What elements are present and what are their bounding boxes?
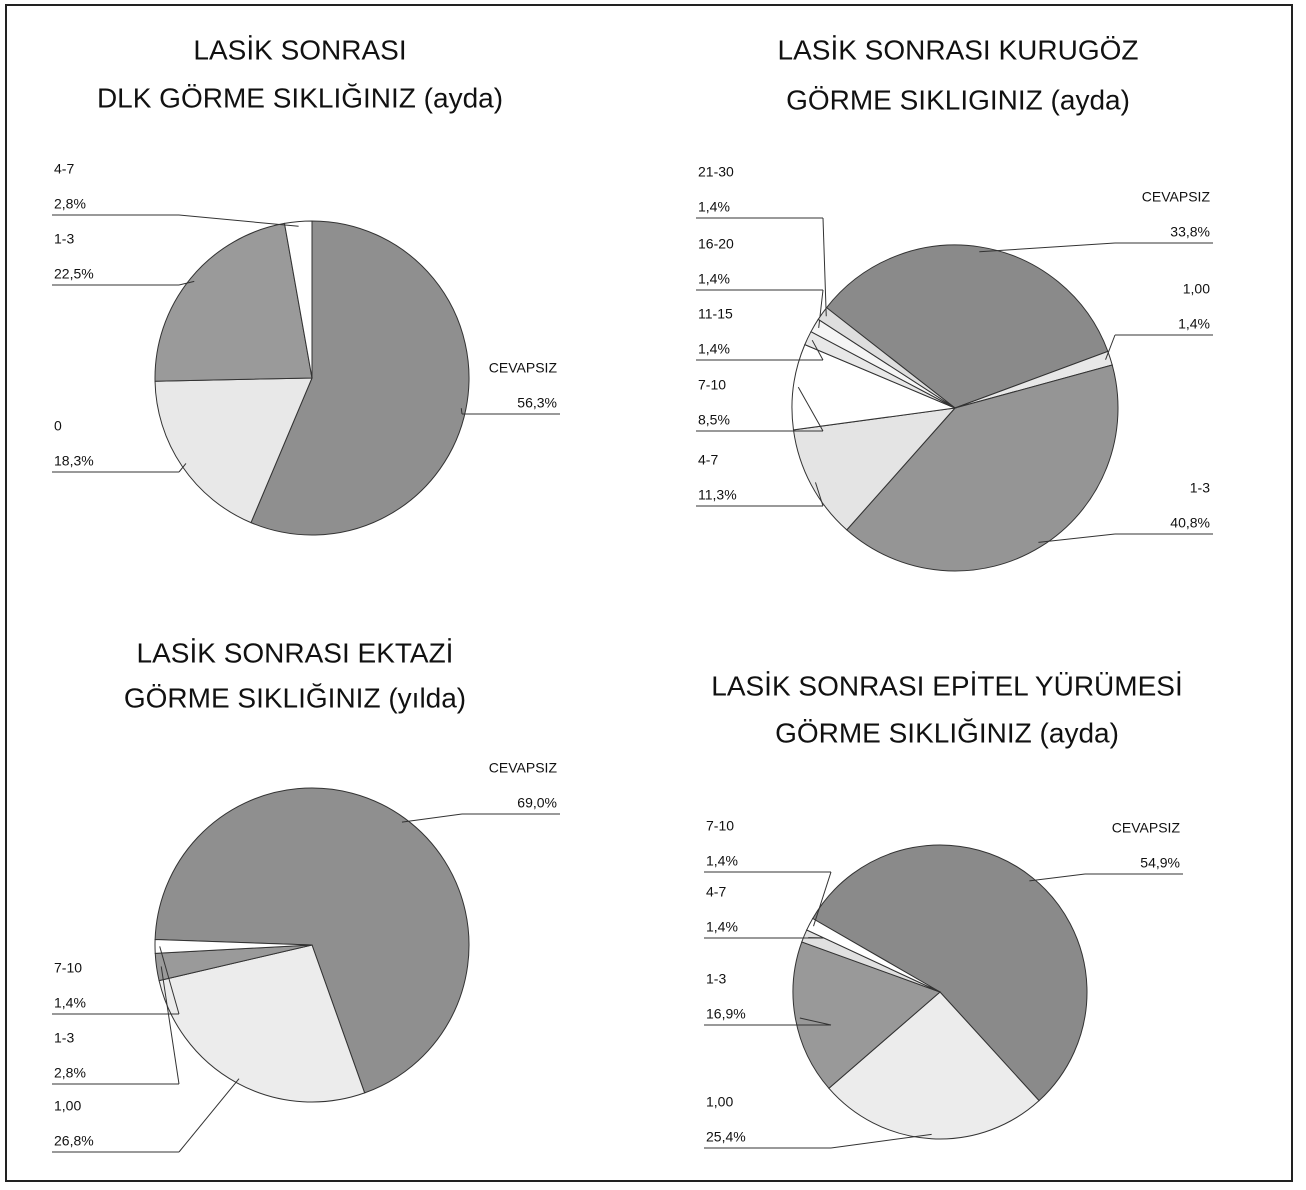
pie-slice [846,364,1119,572]
pie-slice [825,244,1109,409]
leader-line [160,966,180,1085]
pie-slice [828,991,1040,1140]
slice-category: 11-15 [698,306,733,322]
slice-category: 7-10 [54,960,82,976]
slice-value-label: 1,4% [698,271,730,287]
slice-value-label: 1,4% [706,853,738,869]
leader-line [799,1017,832,1026]
leader-line [1029,873,1086,882]
leader-line [979,242,1116,253]
pie-slice [791,343,957,431]
slice-category: 4-7 [54,161,74,177]
slice-category: 1-3 [54,1030,74,1046]
slice-category: CEVAPSIZ [1112,820,1181,836]
slice-category: 7-10 [706,818,734,834]
slice-value-label: 2,8% [54,196,86,212]
slice-category: 1-3 [1190,480,1210,496]
slice-value-label: 26,8% [54,1133,94,1149]
leader-line [159,946,180,1015]
slice-category: 1,00 [706,1094,733,1110]
leader-line [818,289,824,328]
slice-value-label: 11,3% [698,487,737,503]
leader-line [401,813,463,823]
slice-category: 16-20 [698,236,734,252]
slice-value-label: 33,8% [1170,224,1210,240]
slice-category: 1,00 [54,1098,81,1114]
pie-slice [283,220,313,379]
slice-value-label: 40,8% [1170,515,1210,531]
slice-category: 21-30 [698,164,734,180]
slice-category: 4-7 [698,452,718,468]
slice-category: CEVAPSIZ [1142,189,1211,205]
leader-line [460,408,463,415]
pie-slice [792,941,941,1089]
slice-value-label: 1,4% [698,199,730,215]
slice-value-label: 2,8% [54,1065,86,1081]
pie-slice [154,222,313,382]
slice-value-label: 16,9% [706,1006,746,1022]
slice-value-label: 8,5% [698,412,730,428]
chart-title: GÖRME SIKLIGINIZ (ayda) [786,84,1130,115]
leader-line [178,463,187,473]
slice-value-label: 1,4% [698,341,730,357]
leader-line [1038,533,1116,543]
leader-line [830,1133,932,1149]
leader-line [178,280,195,286]
slice-category: 1-3 [54,231,74,247]
slice-value-label: 25,4% [706,1129,746,1145]
pie-slice [806,917,941,993]
chart-title: GÖRME SIKLIĞINIZ (yılda) [124,682,466,713]
slice-category: CEVAPSIZ [489,760,558,776]
pie-slice [817,306,956,409]
slice-value-label: 69,0% [517,795,557,811]
frame [5,4,1293,1182]
slice-category: 4-7 [706,884,726,900]
slice-value-label: 22,5% [54,266,94,282]
slice-value-label: 18,3% [54,453,94,469]
chart-title: LASİK SONRASI [193,34,406,65]
pie-slice [154,377,313,524]
chart-title: LASİK SONRASI KURUGÖZ [778,34,1139,65]
leader-line [813,871,832,927]
leader-line [178,1078,240,1153]
chart-title: LASİK SONRASI EPİTEL YÜRÜMESİ [711,670,1182,701]
pie-slice [158,944,366,1103]
slice-value-label: 1,4% [1178,316,1210,332]
slice-value-label: 1,4% [706,919,738,935]
pie-slice [250,220,470,536]
slice-value-label: 56,3% [517,395,557,411]
pie-slice [792,407,957,531]
pie-slice [154,939,313,954]
leader-line [178,214,299,227]
leader-line [797,386,824,432]
leader-line [811,339,824,361]
slice-category: 1-3 [706,971,726,987]
leader-line [1105,334,1116,360]
slice-value-label: 54,9% [1140,855,1180,871]
slice-value-label: 1,4% [54,995,86,1011]
chart-title: DLK GÖRME SIKLIĞINIZ (ayda) [97,82,503,113]
leader-line [814,482,824,507]
chart-title: LASİK SONRASI EKTAZİ [137,637,454,668]
slice-category: 0 [54,418,62,434]
slice-category: CEVAPSIZ [489,360,558,376]
pie-slice [812,844,1088,1102]
slice-category: 1,00 [1183,281,1210,297]
slice-category: 7-10 [698,377,726,393]
leader-line [822,217,827,317]
chart-title: GÖRME SIKLIĞINIZ (ayda) [775,717,1119,748]
pie-slice [154,787,470,1094]
